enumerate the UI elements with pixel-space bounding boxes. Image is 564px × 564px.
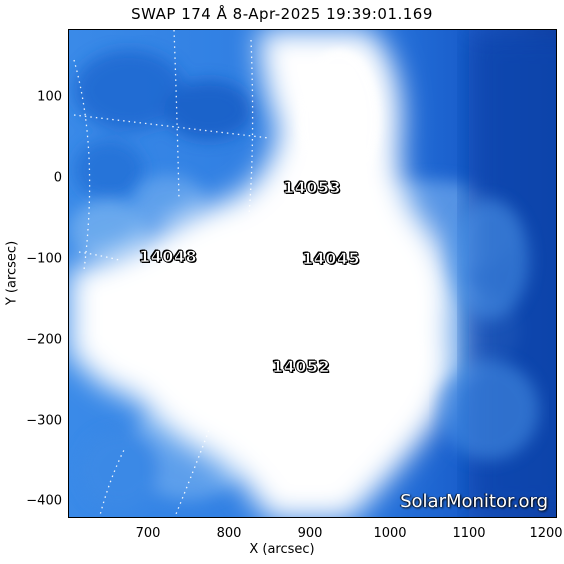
y-tick-label: 100	[37, 89, 62, 105]
image-title: SWAP 174 Å 8-Apr-2025 19:39:01.169	[131, 5, 433, 23]
active-region-label: 14045	[302, 249, 361, 269]
active-region-label: 14048	[139, 247, 198, 267]
x-axis-label: X (arcsec)	[249, 542, 315, 557]
y-tick-label: −100	[26, 251, 62, 267]
y-axis-label: Y (arcsec)	[4, 240, 20, 306]
x-tick-label: 800	[216, 526, 242, 541]
active-region-label: 14053	[283, 178, 342, 198]
x-tick-label: 1000	[373, 526, 407, 541]
active-region-label: 14052	[272, 357, 331, 377]
watermark-text: SolarMonitor.org	[400, 491, 548, 512]
euv-image-svg	[69, 30, 556, 517]
x-tick-label: 1200	[529, 526, 563, 541]
solar-image	[68, 29, 557, 518]
y-tick-label: 0	[53, 170, 62, 186]
y-tick-label: −300	[26, 413, 62, 429]
y-tick-label: −200	[26, 332, 62, 348]
y-tick-label: −400	[26, 493, 62, 509]
x-tick-label: 700	[135, 526, 161, 541]
x-tick-label: 1100	[452, 526, 486, 541]
x-tick-label: 900	[297, 526, 323, 541]
